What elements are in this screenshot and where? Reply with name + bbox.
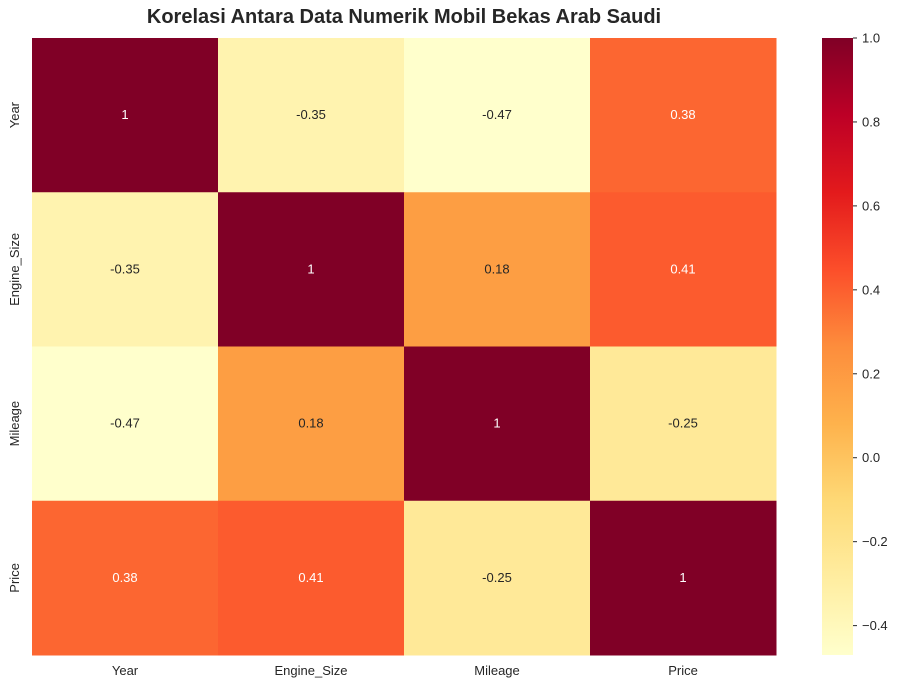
colorbar-tick-label: 0.6 [862, 198, 880, 213]
heatmap-cell [404, 38, 591, 193]
heatmap-cell [32, 346, 219, 502]
cell-value-label: 0.41 [670, 261, 695, 276]
x-axis-ticks: Year Engine_Size Mileage Price [112, 663, 698, 678]
cell-value-label: -0.47 [110, 416, 140, 431]
heatmap-cell [218, 346, 405, 502]
heatmap-cells: 1 -0.35 -0.47 0.38 -0.35 1 0.18 0.41 -0.47 0.18 1 -… [32, 38, 777, 656]
cell-value-label: -0.35 [296, 107, 326, 122]
colorbar-tick-label: 0.8 [862, 114, 880, 129]
x-tick-label: Year [112, 663, 139, 678]
heatmap-cell [404, 500, 591, 656]
x-tick-label: Engine_Size [275, 663, 348, 678]
colorbar-gradient [822, 38, 853, 655]
heatmap-cell [218, 500, 405, 656]
colorbar-tick-label: 1.0 [862, 31, 880, 46]
cell-value-label: 1 [121, 107, 128, 122]
heatmap-cell [590, 38, 777, 193]
heatmap-cell [590, 346, 777, 502]
chart-title: Korelasi Antara Data Numerik Mobil Bekas… [146, 6, 662, 28]
colorbar-tick-label: 0.4 [862, 282, 880, 297]
cell-value-label: -0.35 [110, 261, 140, 276]
y-tick-label: Engine_Size [7, 233, 22, 306]
heatmap-cell [32, 500, 219, 656]
colorbar: 1.0 0.8 0.6 0.4 0.2 0.0 −0.2 −0.4 [822, 31, 888, 655]
heatmap-cell [590, 192, 777, 347]
cell-value-label: -0.25 [482, 570, 512, 585]
colorbar-tick-label: −0.2 [862, 534, 888, 549]
cell-value-label: 0.38 [112, 570, 137, 585]
cell-value-label: 0.18 [298, 416, 323, 431]
heatmap-cell [218, 38, 405, 193]
y-tick-label: Year [7, 101, 22, 128]
x-tick-label: Price [668, 663, 698, 678]
colorbar-tick-label: −0.4 [862, 618, 888, 633]
y-axis-ticks: Year Engine_Size Mileage Price [7, 101, 22, 592]
colorbar-tick-label: 0.0 [862, 450, 880, 465]
colorbar-tick-label: 0.2 [862, 366, 880, 381]
cell-value-label: 0.41 [298, 570, 323, 585]
cell-value-label: -0.25 [668, 416, 698, 431]
cell-value-label: 0.38 [670, 107, 695, 122]
heatmap-cell [404, 346, 591, 502]
y-tick-label: Mileage [7, 401, 22, 447]
heatmap-cell [590, 500, 777, 656]
heatmap-cell [218, 192, 405, 347]
heatmap-cell [404, 192, 591, 347]
x-tick-label: Mileage [474, 663, 520, 678]
cell-value-label: 1 [493, 416, 500, 431]
heatmap-cell [32, 38, 219, 193]
heatmap-cell [32, 192, 219, 347]
cell-value-label: 1 [679, 570, 686, 585]
cell-value-label: 0.18 [484, 261, 509, 276]
cell-value-label: 1 [307, 261, 314, 276]
cell-value-label: -0.47 [482, 107, 512, 122]
y-tick-label: Price [7, 563, 22, 593]
